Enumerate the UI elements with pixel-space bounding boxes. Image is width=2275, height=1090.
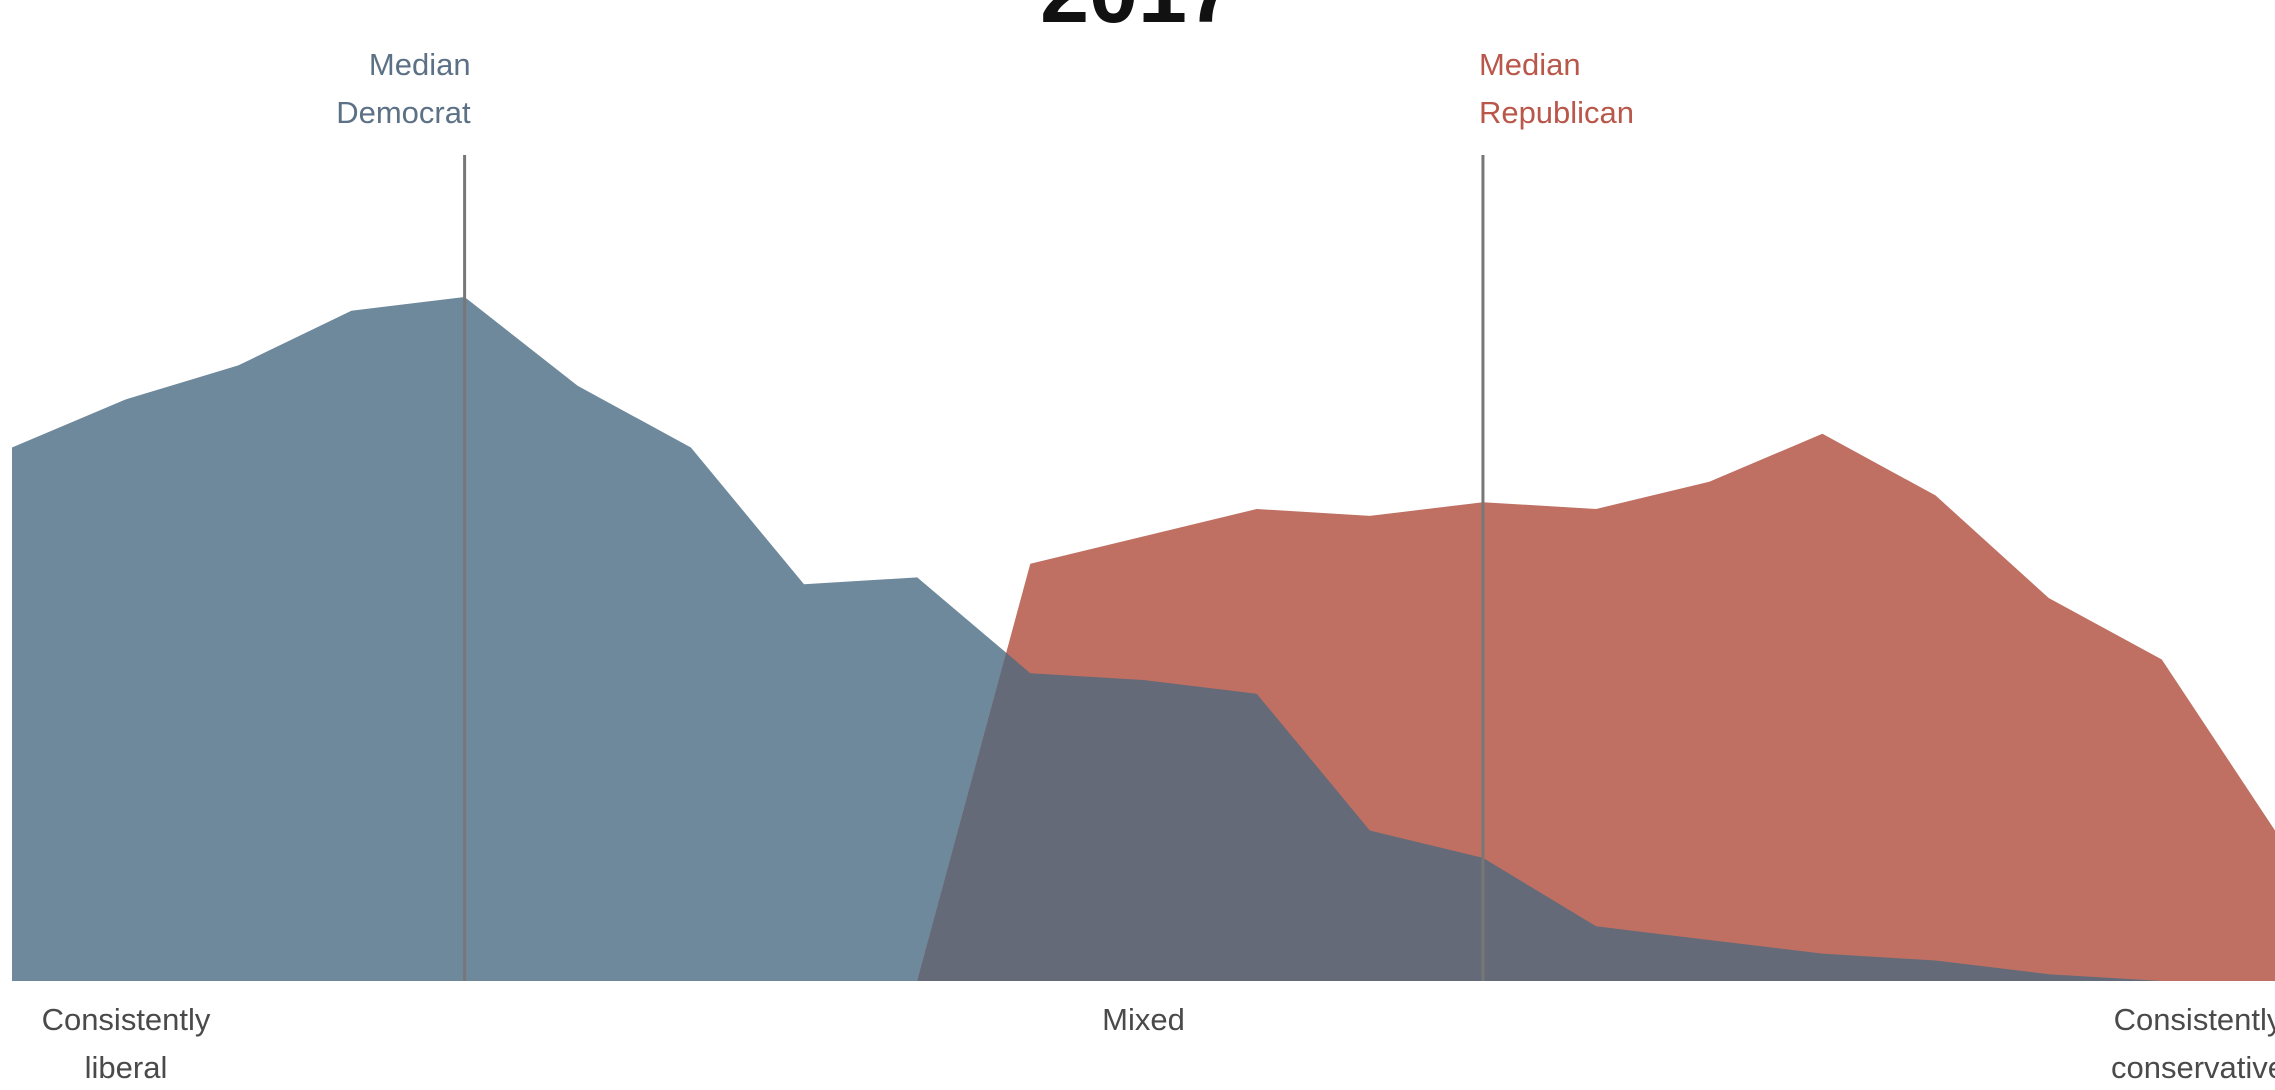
median-layer xyxy=(463,155,1485,981)
chart-title: 2017 xyxy=(1040,0,1236,41)
labels-layer: Median Democrat Median Republican Consistent… xyxy=(42,47,2275,1085)
median-label-line: Democrat xyxy=(336,95,471,130)
median-label-line: Median xyxy=(1479,47,1581,82)
x-tick-label-0: Consistently liberal xyxy=(42,1002,211,1085)
median-label-0: Median Democrat xyxy=(336,47,471,130)
x-tick-label-line: Consistently xyxy=(42,1002,211,1037)
x-tick-label-2: Consistently conservative xyxy=(2111,1002,2275,1085)
median-label-1: Median Republican xyxy=(1479,47,1634,130)
median-label-line: Republican xyxy=(1479,95,1634,130)
x-tick-label-line: liberal xyxy=(85,1050,168,1085)
median-label-line: Median xyxy=(369,47,471,82)
x-tick-label-1: Mixed xyxy=(1102,1002,1185,1037)
x-tick-label-line: conservative xyxy=(2111,1050,2275,1085)
democrat-area xyxy=(12,297,2275,981)
x-tick-label-line: Mixed xyxy=(1102,1002,1185,1037)
areas-layer xyxy=(12,297,2275,981)
x-tick-label-line: Consistently xyxy=(2114,1002,2275,1037)
